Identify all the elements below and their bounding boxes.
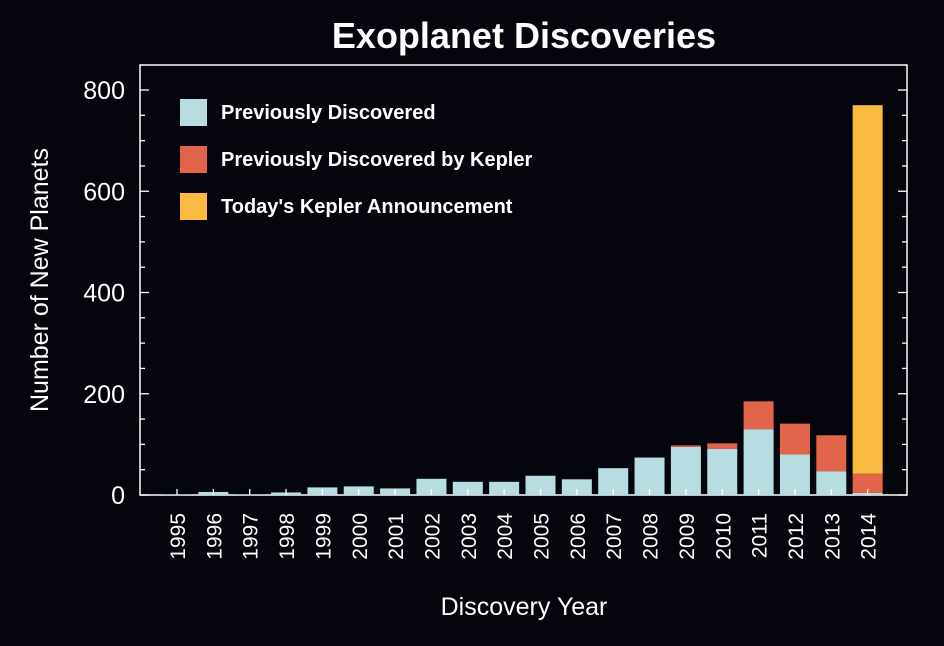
y-tick-label: 800 [83,77,125,105]
bar-2014-series-2 [852,105,883,474]
x-tick-label: 1997 [240,513,263,560]
bar-2012-series-0 [779,454,810,495]
legend-label: Previously Discovered [221,102,436,124]
bar-2013-series-1 [816,435,847,472]
y-tick-label: 0 [111,482,125,510]
bar-2012-series-1 [779,423,810,455]
plot-area: 0 200 400 600 800 1995 1996 1997 1998 1999 2000 200… [83,64,908,560]
x-tick-label: 1995 [167,513,190,560]
legend-swatch [180,99,207,126]
x-tick-label: 2001 [385,513,408,560]
bar-2010-series-1 [707,443,738,449]
legend-label: Today's Kepler Announcement [221,196,513,218]
x-tick-label: 2012 [785,513,808,560]
x-tick-label: 2005 [531,513,554,560]
legend: Previously Discovered Previously Discover… [180,99,532,220]
x-tick-label: 2011 [749,513,772,558]
bar-2009-series-0 [670,446,701,495]
legend-swatch [180,193,207,220]
x-tick-label: 2003 [458,513,481,560]
bar-2009-series-1 [670,445,701,447]
x-tick-label: 2007 [603,513,626,560]
x-tick-label: 2006 [567,513,590,560]
bar-2008-series-0 [634,457,665,495]
bar-2006-series-0 [561,479,592,495]
x-tick-label: 2010 [712,513,735,560]
x-tick-label: 2009 [676,513,699,560]
x-tick-label: 2002 [421,513,444,560]
bar-2004-series-0 [489,481,520,495]
y-tick-label: 200 [83,381,125,409]
chart-title: Exoplanet Discoveries [332,15,716,56]
x-tick-label: 2008 [640,513,663,560]
bar-2005-series-0 [525,475,556,495]
bar-2011-series-1 [743,401,774,430]
legend-swatch [180,146,207,173]
bar-2011-series-0 [743,429,774,495]
legend-label: Previously Discovered by Kepler [221,149,532,171]
x-tick-label: 1999 [312,513,335,560]
x-tick-label: 1998 [276,513,299,560]
bar-2014-series-1 [852,473,883,493]
plot-frame [139,64,908,496]
x-tick-label: 2000 [349,513,372,560]
x-tick-label: 1996 [203,513,226,560]
x-tick-label: 2004 [494,513,517,560]
x-tick-label: 2013 [821,513,844,560]
bar-2002-series-0 [416,478,447,495]
x-tick-label: 2014 [858,513,881,560]
y-axis-label: Number of New Planets [26,148,54,412]
bar-2003-series-0 [452,481,483,495]
x-axis-label: Discovery Year [441,593,608,621]
y-tick-label: 400 [83,280,125,308]
bar-2010-series-0 [707,448,738,495]
bar-2013-series-0 [816,471,847,495]
y-tick-label: 600 [83,178,125,206]
